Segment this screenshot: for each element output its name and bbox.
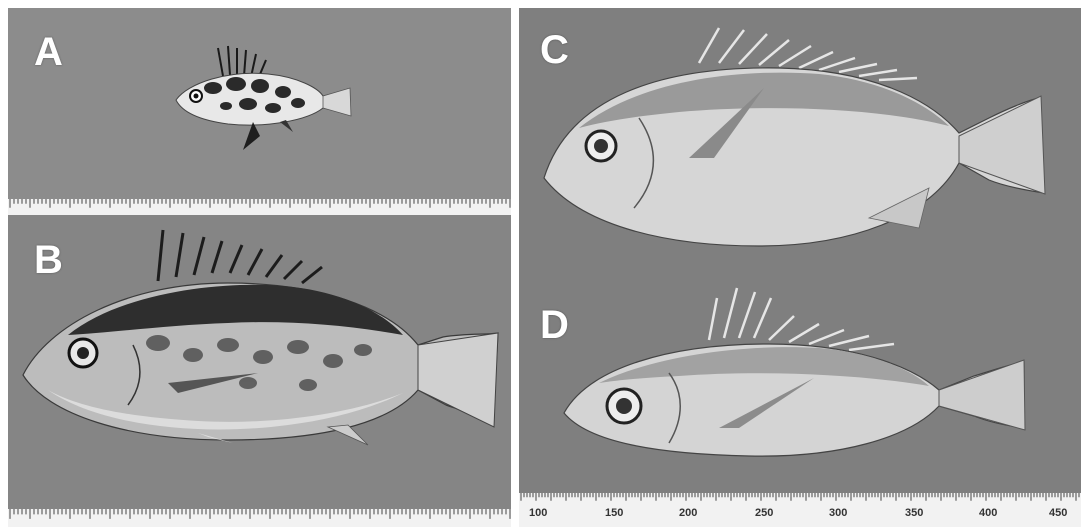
panel-a-photo — [8, 8, 511, 199]
ruler-label-300: 300 — [829, 507, 848, 519]
fish-c-image — [543, 27, 1046, 247]
panel-label-a: A — [34, 30, 63, 74]
panel-b-photo — [8, 215, 511, 509]
fish-d-image — [563, 287, 1026, 457]
panel-label-d: D — [540, 303, 569, 347]
ruler-a — [8, 199, 511, 215]
fish-a-image — [175, 45, 352, 150]
ruler-b-ticks — [9, 509, 511, 519]
panel-label-b: B — [34, 238, 63, 282]
ruler-cd-ticks — [520, 493, 1080, 501]
ruler-label-400: 400 — [979, 507, 998, 519]
ruler-a-ticks — [9, 199, 511, 208]
ruler-label-250: 250 — [755, 507, 774, 519]
panel-label-c: C — [540, 28, 569, 72]
ruler-b — [8, 509, 511, 527]
fish-b-image — [22, 229, 499, 446]
panel-cd-photo — [519, 8, 1081, 493]
ruler-label-450: 450 — [1049, 507, 1068, 519]
ruler-label-100: 100 — [529, 507, 548, 519]
ruler-label-350: 350 — [905, 507, 924, 519]
ruler-label-150: 150 — [605, 507, 624, 519]
ruler-label-200: 200 — [679, 507, 698, 519]
ruler-cd: 100 150 200 250 300 350 400 450 — [519, 493, 1081, 527]
